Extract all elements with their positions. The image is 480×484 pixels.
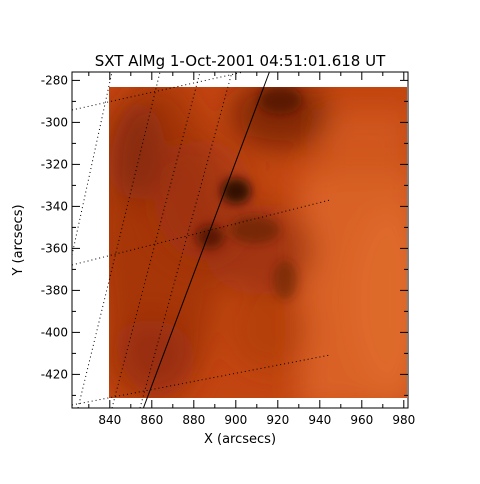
x-tick-label: 880 [182, 413, 205, 427]
y-tick-label: -400 [41, 325, 68, 339]
grid-longitude-line [72, 72, 113, 256]
grid-latitude-line [72, 199, 331, 266]
y-axis-label: Y (arcsecs) [11, 204, 26, 276]
solar-limb-line [142, 72, 270, 408]
x-tick-label: 960 [350, 413, 373, 427]
y-tick-label: -300 [41, 115, 68, 129]
y-tick-label: -380 [41, 283, 68, 297]
x-axis: 840 860 880 900 920 940 960 980 [88, 72, 415, 427]
y-tick-label: -280 [41, 73, 68, 87]
x-tick-label: 980 [392, 413, 415, 427]
y-tick-label: -340 [41, 199, 68, 213]
y-tick-label: -360 [41, 241, 68, 255]
x-axis-label: X (arcsecs) [204, 432, 276, 447]
plot-frame [71, 71, 409, 409]
y-axis: -280 -300 -320 -340 -360 -380 -400 -420 [41, 73, 408, 396]
heliographic-grid [72, 72, 331, 408]
y-tick-label: -320 [41, 157, 68, 171]
x-tick-label: 920 [266, 413, 289, 427]
soft-xray-image [109, 87, 407, 398]
x-tick-label: 940 [308, 413, 331, 427]
x-tick-label: 900 [224, 413, 247, 427]
x-tick-label: 860 [140, 413, 163, 427]
x-tick-label: 840 [98, 413, 121, 427]
figure-title: SXT AlMg 1-Oct-2001 04:51:01.618 UT [95, 52, 386, 70]
grid-longitude-line [77, 72, 161, 408]
y-tick-label: -420 [41, 367, 68, 381]
